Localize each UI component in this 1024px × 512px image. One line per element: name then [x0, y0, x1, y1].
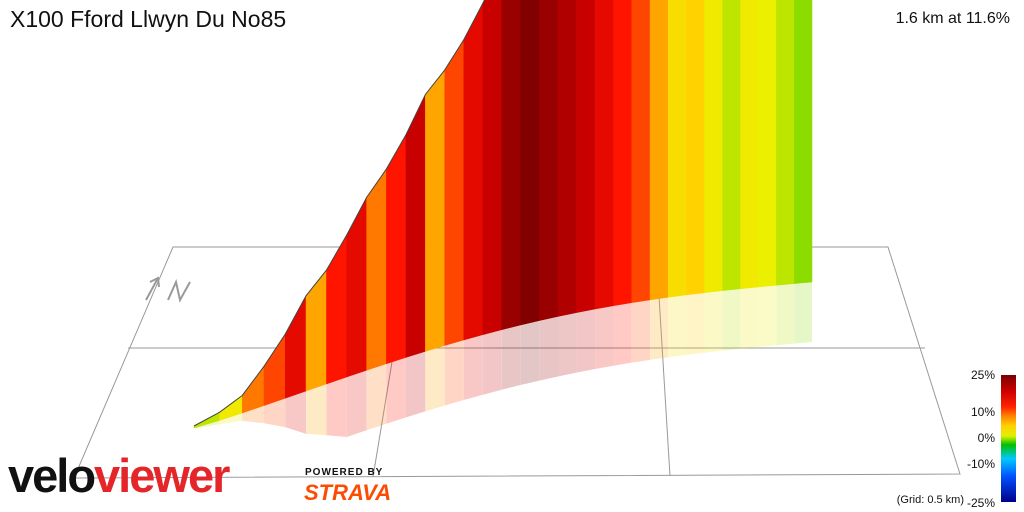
- profile-segment: [793, 0, 813, 284]
- reflection-segment: [595, 305, 614, 370]
- reflection-segment: [668, 294, 687, 358]
- reflection-segment: [776, 283, 795, 346]
- profile-segment: [557, 0, 577, 317]
- profile-segment: [740, 0, 759, 290]
- north-arrow-icon: [145, 276, 191, 303]
- profile-segment: [346, 197, 367, 378]
- profile-segment: [539, 0, 559, 321]
- powered-by-label: POWERED BY: [305, 467, 384, 478]
- reflection-segment: [242, 405, 265, 424]
- profile-segment: [594, 0, 614, 310]
- reflection-segment: [219, 413, 243, 425]
- strava-logo: STRAVA: [304, 480, 392, 505]
- reflection-segment: [366, 363, 387, 431]
- reflection-segment: [631, 299, 651, 363]
- profile-segment: [758, 0, 777, 288]
- reflection-segment: [576, 309, 596, 373]
- profile-segment: [576, 0, 596, 313]
- grid-scale-note: (Grid: 0.5 km): [896, 494, 964, 506]
- reflection-segment: [425, 345, 445, 412]
- profile-segment: [613, 0, 633, 307]
- segment-title: X100 Fford Llwyn Du No85: [10, 6, 287, 32]
- reflection-segment: [650, 297, 669, 360]
- profile-segment: [326, 234, 347, 385]
- profile-segment: [284, 295, 307, 399]
- profile-reflection: [194, 282, 812, 438]
- segment-stats: 1.6 km at 11.6%: [895, 10, 1010, 27]
- profile-segment: [520, 0, 540, 326]
- colorbar-tick-minus10: -10%: [966, 457, 995, 471]
- profile-segment: [649, 0, 669, 301]
- reflection-segment: [740, 286, 759, 349]
- profile-segment: [425, 69, 445, 352]
- gradient-colorbar: [1001, 375, 1016, 502]
- reflection-segment: [482, 329, 502, 395]
- reflection-segment: [326, 377, 347, 438]
- reflection-segment: [405, 351, 426, 418]
- profile-segment: [366, 168, 387, 371]
- profile-segment: [241, 365, 265, 414]
- reflection-segment: [613, 302, 632, 366]
- profile-segment: [463, 3, 484, 341]
- veloviewer-logo: veloviewer: [8, 449, 230, 502]
- profile-segment: [444, 38, 465, 346]
- reflection-segment: [758, 285, 777, 347]
- profile-segment: [405, 94, 426, 358]
- profile-segment: [776, 0, 795, 286]
- profile-segment: [305, 269, 327, 392]
- profile-segment: [631, 0, 651, 303]
- colorbar-tick-10: 10%: [970, 405, 995, 419]
- colorbar-tick-25: 25%: [970, 368, 995, 382]
- profile-segment: [686, 0, 705, 296]
- reflection-segment: [306, 383, 327, 436]
- reflection-segment: [520, 320, 540, 385]
- reflection-segment: [264, 398, 286, 428]
- reflection-segment: [285, 391, 307, 434]
- reflection-segment: [557, 312, 577, 377]
- colorbar-tick-minus25: -25%: [966, 496, 995, 510]
- profile-top-line: [193, 0, 485, 427]
- reflection-segment: [444, 339, 464, 406]
- profile-segment: [704, 0, 723, 293]
- reflection-segment: [463, 334, 483, 400]
- reflection-segment: [794, 282, 812, 344]
- reflection-segment: [539, 316, 558, 381]
- elevation-profile: [193, 0, 813, 429]
- reflection-segment: [686, 292, 705, 355]
- colorbar-tick-0: 0%: [977, 431, 995, 445]
- profile-segment: [668, 0, 687, 298]
- reflection-segment: [722, 288, 741, 351]
- profile-segment: [263, 333, 286, 406]
- reflection-segment: [386, 357, 406, 424]
- reflection-segment: [501, 325, 521, 390]
- reflection-segment: [704, 290, 723, 353]
- profile-segment: [386, 133, 407, 365]
- profile-segment: [722, 0, 741, 291]
- reflection-segment: [346, 370, 367, 438]
- profile-segment: [482, 0, 503, 336]
- profile-segment: [501, 0, 521, 331]
